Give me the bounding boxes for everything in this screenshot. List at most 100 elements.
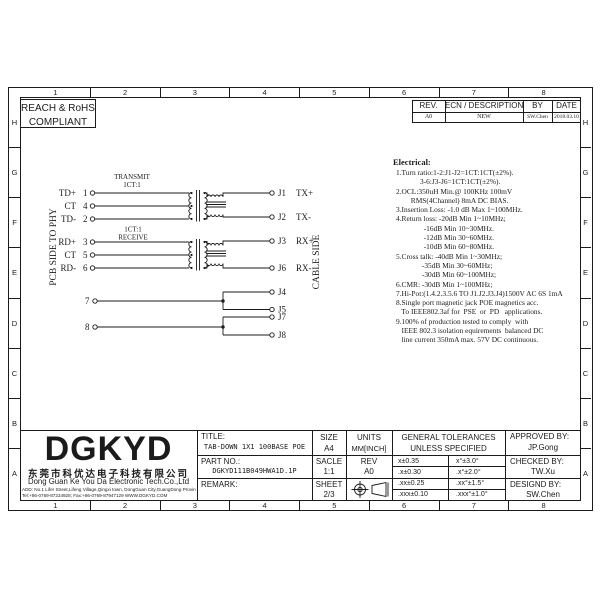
note-line: 3-6:J3-J6=1CT:1CT(±2%). [396, 177, 501, 187]
zone-number: 1 [21, 501, 91, 510]
note-line: IEEE 802.3 isolation equirements balance… [396, 326, 544, 336]
note-line: -16dB Min 10~30MHz. [396, 223, 495, 233]
note-line: -10dB Min 60~80MHz. [396, 242, 495, 252]
size-label: SIZE [320, 433, 338, 442]
zone-letter: B [9, 399, 20, 449]
date-value: 2018.03.10 [554, 114, 579, 120]
zone-number: 2 [91, 88, 161, 97]
ecn-value: NEW [477, 114, 491, 120]
pin-number: 1 [83, 188, 88, 198]
checked-by-value: TW.Xu [530, 467, 555, 476]
pin-number: 6 [83, 263, 88, 273]
company-logo: DGKYD [44, 430, 173, 468]
compliance-box: REACH & RoHS COMPLIANT [20, 99, 96, 128]
tolerance-value: .xx°±1.5° [456, 480, 485, 487]
receive-ratio: 1CT:1 [124, 226, 142, 234]
note-line: 1.Turn ratio:1-2:J1-J2=1CT:1CT(±2%). [396, 168, 514, 177]
date-col-header: DATE [556, 101, 577, 110]
note-line: 7.Hi-Pot:(1.4.2.3.5.6 TO J1.J2.J3.J4)150… [396, 288, 563, 298]
zone-letter: C [9, 349, 20, 399]
zone-letter: B [580, 399, 591, 449]
pin-label: TD- [61, 214, 76, 224]
tolerance-value: .x°±2.0° [456, 469, 481, 476]
zone-number: 7 [440, 501, 510, 510]
zone-letter: A [11, 468, 17, 478]
pin-number: 5 [83, 250, 88, 260]
zone-number: 8 [541, 88, 546, 97]
zone-letter: E [9, 248, 20, 299]
size-value: A4 [324, 444, 334, 453]
note-line: To IEEE802.3af for PSE or PD application… [396, 307, 543, 317]
zone-letter: H [580, 98, 591, 149]
jack-label: J7 [278, 312, 287, 322]
rev-value: A0 [424, 114, 433, 120]
zone-number: 6 [370, 501, 440, 510]
zone-strip-left: H G F E D C B A [9, 98, 20, 498]
zone-strip-right: H G F E D C B A [580, 98, 591, 498]
zone-number: 3 [161, 501, 231, 510]
projection-angle-icon [351, 481, 389, 498]
zone-number: 5 [300, 501, 370, 510]
jack-label: J1 [278, 188, 286, 198]
zone-number: 6 [370, 88, 440, 97]
note-line: line current 350mA max. 57V DC continuou… [396, 335, 539, 345]
note-line: 6.CMR: -30dB Min 1~100MHz; [396, 279, 493, 289]
note-line: -35dB Min 30~60MHz; [396, 260, 493, 270]
pin-label: CT [64, 250, 76, 260]
jack-signal: TX+ [296, 188, 313, 198]
note-line: -30dB Min 60~100MHz; [396, 270, 497, 280]
rev-col-header: REV. [419, 101, 438, 110]
ecn-col-header: ECN / DESCRIPTION [445, 101, 523, 110]
zone-letter: D [9, 299, 20, 349]
approved-by-value: JP.Gong [527, 443, 559, 452]
zone-strip-bottom: 1 2 3 4 5 6 7 8 [21, 501, 578, 510]
tolerance-value: .xxx°±1.0° [456, 491, 488, 498]
designed-by-value: SW.Chen [526, 490, 560, 499]
zone-number: 5 [300, 88, 370, 97]
units-label: UNITS [357, 433, 381, 442]
units-value: MM[INCH] [351, 444, 387, 453]
company-name-en: Dong Guan Ke You Da Electronic Tech.Co.,… [27, 477, 190, 486]
jack-signal: RX- [296, 263, 312, 273]
sheet-label: SHEET [315, 480, 343, 489]
note-line: 3.Insertion Loss: -1.0 dB Max 1~100MHz. [396, 205, 523, 215]
pin-label: CT [64, 201, 76, 211]
cable-side-label: CABLE SIDE [312, 234, 322, 289]
title-value: TAB-DOWN 1X1 100BASE POE [203, 443, 306, 451]
jack-label: J8 [278, 330, 287, 340]
remark-label: REMARK: [201, 480, 238, 489]
zone-number: 2 [91, 501, 161, 510]
jack-label: J2 [278, 212, 286, 222]
pin-number: 8 [85, 322, 90, 332]
tolerance-value: .x±0.30 [398, 469, 421, 476]
inner-border [20, 97, 581, 501]
by-col-header: BY [532, 101, 543, 110]
transmit-caption: TRANSMIT [114, 173, 151, 181]
electrical-notes: Electrical: 1.Turn ratio:1-2:J1-J2=1CT:1… [393, 157, 585, 345]
note-line: -12dB Min 30~60MHz. [396, 233, 495, 243]
pin-label: RD+ [58, 237, 76, 247]
note-line: 5.Cross talk: -40dB Min 1~30MHz; [396, 251, 503, 261]
tolerance-value: .xxx±0.10 [398, 491, 428, 498]
tolerance-value: .xx±0.25 [398, 480, 425, 487]
zone-letter: C [580, 349, 591, 399]
jack-signal: TX- [296, 212, 311, 222]
note-line: 9.100% of production tested to comply wi… [396, 316, 529, 326]
notes-title: Electrical: [393, 157, 431, 167]
pin-label: TD+ [59, 188, 76, 198]
company-contact: Tel:+86-0769-87234928; Fax:+86-0769-8794… [22, 493, 168, 498]
zone-letter: F [9, 198, 20, 249]
tolerance-header-line2: UNLESS SPECIFIED [410, 444, 487, 453]
part-no-value: DGKYD111B049HWA1D.1P [212, 467, 297, 475]
outer-border [8, 87, 593, 511]
tolerance-value: x±0.35 [398, 458, 419, 465]
zone-letter: G [9, 148, 20, 199]
pin-label: RD- [61, 263, 77, 273]
compliance-line2: COMPLIANT [28, 116, 88, 128]
zone-number: 3 [161, 88, 231, 97]
tolerance-value: x°±3.0° [456, 458, 479, 465]
pin-number: 7 [85, 296, 90, 306]
note-line: RMS(4Channel) 8mA DC BIAS. [396, 195, 509, 205]
